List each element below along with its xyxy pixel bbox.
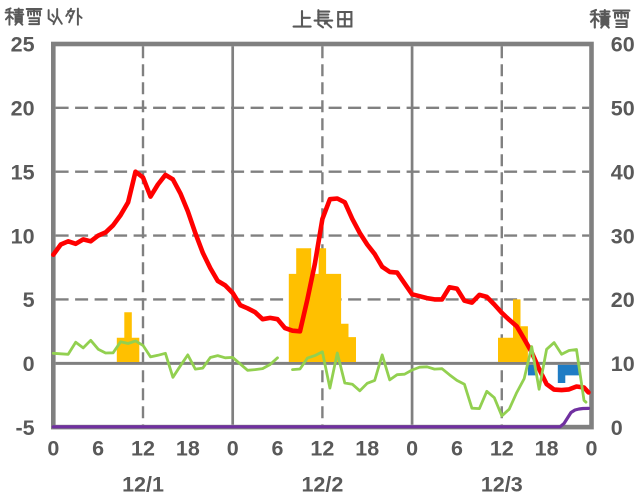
svg-text:60: 60	[611, 33, 635, 57]
svg-text:50: 50	[611, 97, 635, 121]
svg-text:0: 0	[227, 437, 239, 461]
svg-text:12: 12	[490, 437, 514, 461]
svg-text:12: 12	[131, 437, 155, 461]
svg-text:12/3: 12/3	[481, 473, 523, 497]
svg-text:30: 30	[611, 224, 635, 248]
svg-text:6: 6	[272, 437, 284, 461]
svg-text:12: 12	[310, 437, 334, 461]
svg-text:6: 6	[451, 437, 463, 461]
svg-text:12/1: 12/1	[122, 473, 164, 497]
svg-text:15: 15	[11, 160, 35, 184]
svg-text:0: 0	[406, 437, 418, 461]
svg-text:18: 18	[176, 437, 200, 461]
svg-text:18: 18	[535, 437, 559, 461]
svg-text:18: 18	[355, 437, 379, 461]
svg-text:0: 0	[585, 437, 597, 461]
svg-text:25: 25	[11, 33, 35, 57]
svg-text:5: 5	[23, 288, 35, 312]
svg-text:20: 20	[11, 97, 35, 121]
svg-text:40: 40	[611, 160, 635, 184]
svg-text:20: 20	[611, 288, 635, 312]
svg-text:0: 0	[47, 437, 59, 461]
svg-text:0: 0	[23, 352, 35, 376]
svg-text:-5: -5	[15, 416, 34, 440]
svg-text:6: 6	[92, 437, 104, 461]
svg-text:10: 10	[611, 352, 635, 376]
svg-text:0: 0	[611, 416, 623, 440]
svg-text:12/2: 12/2	[301, 473, 343, 497]
svg-text:10: 10	[11, 224, 35, 248]
